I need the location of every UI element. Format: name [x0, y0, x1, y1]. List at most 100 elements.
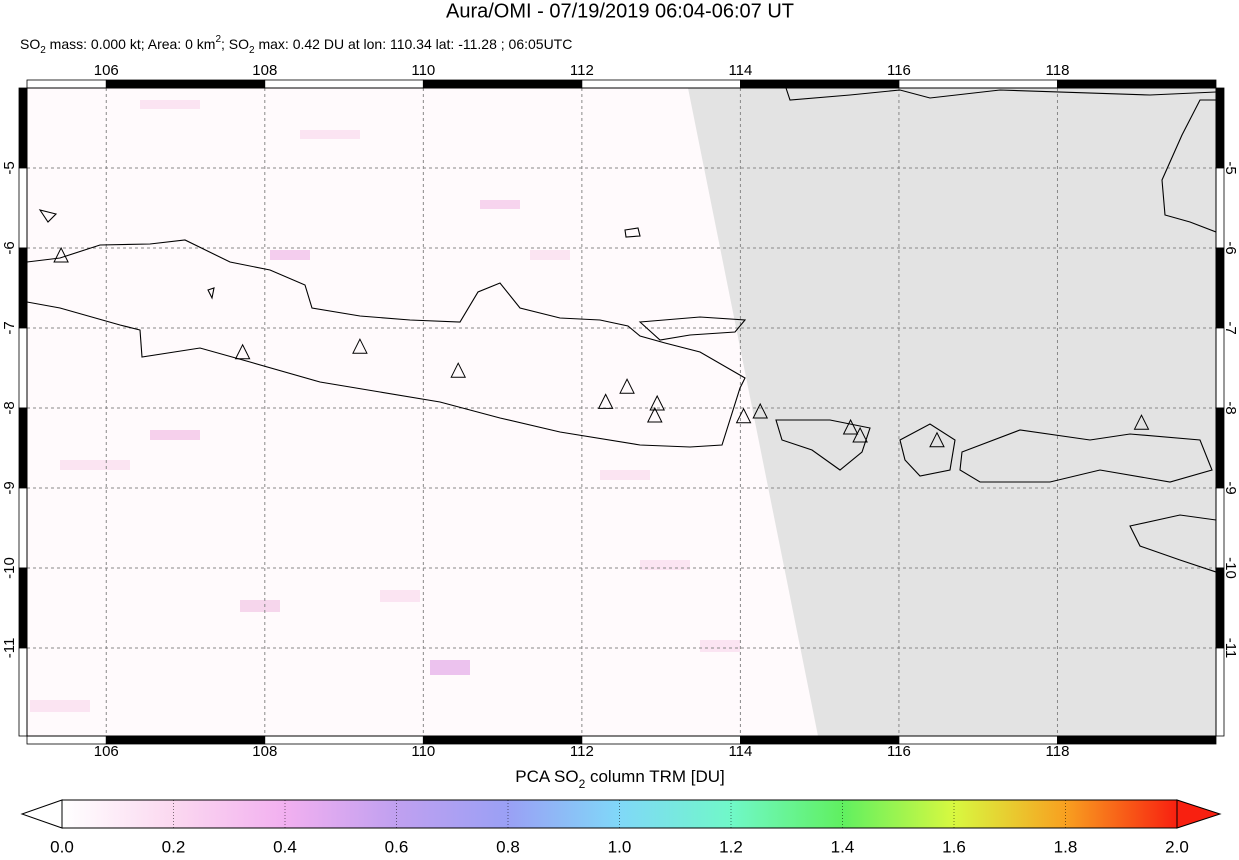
x-tick-label-bottom: 112 — [570, 743, 594, 760]
x-tick-label-bottom: 116 — [887, 743, 911, 760]
frame-bar — [1215, 167, 1225, 249]
volcano — [852, 426, 868, 443]
y-tick-label-left: -5 — [1, 161, 18, 174]
volcano — [234, 343, 251, 360]
frame-bar — [264, 735, 424, 745]
colorbar-tick-label: 0.8 — [496, 837, 520, 855]
frame-bar — [1057, 79, 1217, 89]
subtitle: SO2 mass: 0.000 kt; Area: 0 km2; SO2 max… — [20, 34, 572, 56]
colorbar-tick-label: 1.6 — [942, 837, 966, 855]
colorbar-label-part: PCA SO — [515, 767, 578, 786]
frame-bar — [740, 735, 900, 745]
colorbar-label-part: 2 — [579, 777, 586, 791]
frame-bar — [18, 327, 28, 409]
map-frame — [18, 79, 1225, 745]
colorbar-low-extension — [20, 799, 63, 829]
colorbar-high-extension — [1176, 799, 1222, 829]
x-tick-label-top: 110 — [411, 62, 435, 79]
so2-pixels — [30, 100, 740, 712]
grid — [27, 88, 1216, 736]
y-tick-label-right: -8 — [1222, 401, 1239, 414]
frame-bar — [1215, 87, 1225, 169]
x-tick-label-bottom: 106 — [94, 743, 119, 760]
x-tick-label-bottom: 118 — [1046, 743, 1070, 760]
colorbar-tick-label: 0.4 — [273, 837, 297, 855]
x-tick-label-top: 106 — [94, 62, 119, 79]
colorbar-tick-label: 1.4 — [831, 837, 855, 855]
frame-bar — [1215, 487, 1225, 569]
frame-bar — [18, 487, 28, 569]
subtitle-part: SO — [20, 36, 40, 52]
frame-bar — [264, 79, 424, 89]
colorbar-label-part: column TRM [DU] — [585, 767, 725, 786]
volcano — [752, 402, 769, 419]
y-tick-label-left: -6 — [1, 241, 18, 254]
frame-bar — [740, 79, 900, 89]
volcano — [450, 362, 467, 378]
frame-bar — [898, 735, 1058, 745]
volcano — [619, 378, 635, 394]
subtitle-part: ; SO — [221, 36, 249, 52]
frame-bar — [1215, 327, 1225, 409]
frame-bar — [1215, 647, 1225, 737]
x-tick-label-top: 108 — [252, 62, 277, 79]
x-tick-label-bottom: 114 — [728, 743, 752, 760]
frame-bar — [26, 79, 107, 89]
y-tick-label-left: -8 — [1, 401, 18, 414]
frame-bar — [18, 247, 28, 329]
y-tick-label-right: -10 — [1222, 557, 1239, 579]
frame-bar — [581, 79, 741, 89]
colorbar-tick-label: 1.2 — [719, 837, 743, 855]
volcano — [646, 406, 663, 423]
colorbar-tick-label: 1.8 — [1054, 837, 1078, 855]
colorbar-tick-label: 0.0 — [50, 837, 74, 855]
x-tick-label-bottom: 110 — [411, 743, 435, 760]
subtitle-part: 2 — [40, 45, 46, 56]
volcano — [735, 407, 752, 424]
y-tick-label-left: -7 — [1, 321, 18, 334]
frame-bar — [18, 647, 28, 737]
colorbar-tick-label: 2.0 — [1165, 837, 1189, 855]
x-tick-label-top: 118 — [1046, 62, 1070, 79]
axis-ticks: 106 106 108 108 110 110 112 112 114 114 116 116 118 1… — [1, 62, 1239, 760]
y-tick-label-right: -5 — [1222, 161, 1239, 174]
subtitle-part: mass: 0.000 kt; Area: 0 km — [46, 36, 216, 52]
x-tick-label-bottom: 108 — [252, 743, 277, 760]
colorbar-tick-label: 1.0 — [608, 837, 632, 855]
frame-bar — [581, 735, 741, 745]
frame-bar — [1215, 567, 1225, 649]
volcano — [1133, 414, 1150, 430]
colorbar-ticks: 0.0 0.2 0.4 0.6 0.8 1.0 1.2 1.4 1.6 1.8 2.0 — [50, 800, 1189, 856]
plot-border — [26, 87, 1217, 737]
y-tick-label-left: -11 — [1, 638, 18, 659]
y-tick-label-right: -9 — [1222, 481, 1239, 494]
frame-bar — [1215, 407, 1225, 489]
y-tick-label-right: -11 — [1222, 638, 1239, 659]
x-tick-label-top: 112 — [570, 62, 594, 79]
volcano — [929, 431, 945, 448]
subtitle-part: 2 — [249, 45, 255, 56]
y-tick-label-left: -10 — [1, 557, 18, 579]
volcano — [649, 394, 665, 411]
frame-bar — [1057, 735, 1217, 745]
frame-bar — [422, 735, 583, 745]
y-tick-label-right: -6 — [1222, 241, 1239, 254]
frame-bar — [18, 407, 28, 489]
frame-bar — [105, 79, 266, 89]
frame-bar — [18, 567, 28, 649]
frame-bar — [898, 79, 1058, 89]
x-tick-label-top: 114 — [728, 62, 752, 79]
title: Aura/OMI - 07/19/2019 06:04-06:07 UT — [446, 0, 794, 22]
frame-bar — [1215, 247, 1225, 329]
frame-bar — [18, 87, 28, 169]
y-tick-label-right: -7 — [1222, 321, 1239, 334]
colorbar — [61, 799, 1178, 829]
colorbar-tick-label: 0.2 — [162, 837, 186, 855]
frame-bar — [105, 735, 266, 745]
volcano — [842, 418, 859, 435]
volcano — [352, 338, 368, 354]
subtitle-part: max: 0.42 DU at lon: 110.34 lat: -11.28 … — [255, 36, 573, 52]
y-tick-label-left: -9 — [1, 481, 18, 494]
volcano — [597, 393, 614, 409]
